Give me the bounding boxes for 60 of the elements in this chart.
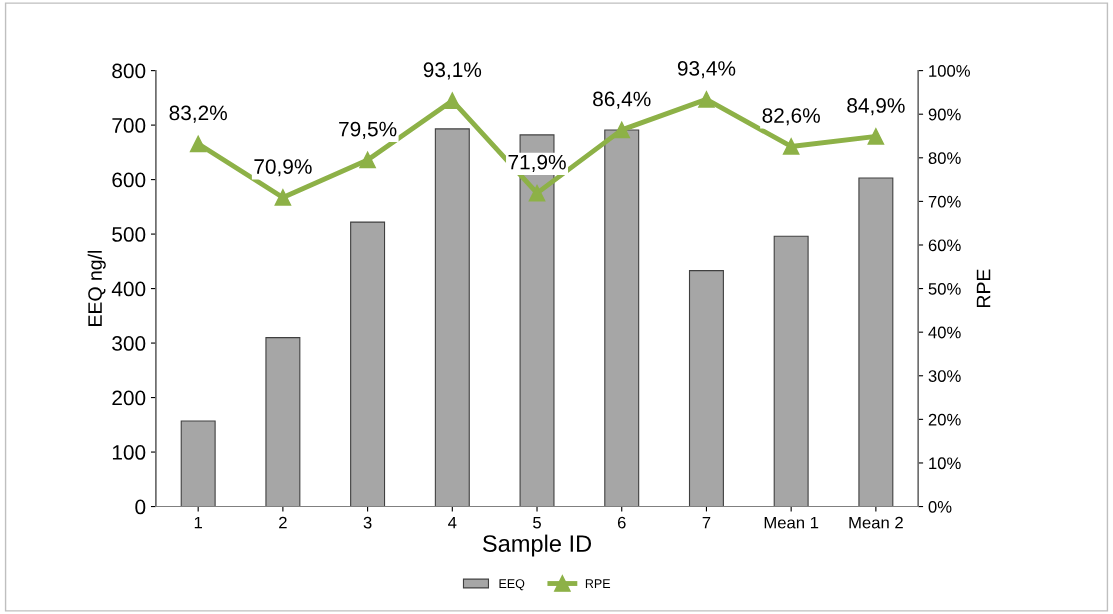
y2-tick-label: 40% [928,326,961,339]
legend-label: EEQ [499,579,525,591]
point [359,151,376,169]
bar [858,177,894,507]
x-tick-label: 1 [194,516,202,529]
point [698,91,715,108]
x-tick-label: 7 [702,516,711,529]
y2-tick-label: 60% [928,239,961,252]
y2-tick-label: 0% [928,500,952,513]
x-tick-label: 4 [448,516,457,529]
x-tick-label: 5 [533,516,541,529]
bar [773,235,809,507]
y2-axis-title: RPE [976,269,991,307]
data-label: 79,5% [339,121,397,139]
x-tick-label: 2 [279,516,287,529]
data-label: 70,9% [254,159,312,177]
y-tick-label: 700 [112,118,146,133]
y-tick-label: 200 [112,390,146,406]
legend-label: RPE [585,579,611,588]
x-tick-label: 6 [617,516,626,529]
data-label: 93,4% [677,61,736,79]
point [782,138,800,155]
y-axis-title: EEQ ng/l [87,250,106,326]
bar [604,129,640,507]
y2-tick-label: 90% [928,108,961,121]
y2-tick-label: 50% [928,282,961,295]
x-tick-label: Mean 1 [764,516,819,529]
data-label: 82,6% [762,108,820,126]
y2-tick-label: 70% [928,195,961,208]
data-label: 84,9% [847,98,905,116]
bar [434,128,470,507]
bar [180,420,216,507]
y-tick-label: 600 [112,172,146,188]
data-label: 86,4% [593,91,651,109]
y2-tick-label: 80% [928,152,961,164]
y2-tick-label: 20% [928,413,961,426]
y-tick-label: 800 [112,63,146,79]
data-label: 93,1% [423,62,482,80]
point [443,92,461,110]
y-tick-label: 100 [112,445,146,460]
data-label: 83,2% [169,105,227,123]
point [528,184,546,202]
data-label: 71,9% [508,154,566,173]
y2-tick-label: 30% [928,370,961,382]
x-tick-label: Mean 2 [849,516,903,529]
y-tick-label: 500 [112,227,146,242]
x-tick-label: 3 [363,516,372,529]
point [867,128,885,145]
y2-tick-label: 100% [929,65,970,77]
point [274,189,292,206]
y-tick-label: 400 [111,281,146,297]
bar [350,221,386,507]
y-tick-label: 0 [135,499,146,515]
bar [688,270,724,507]
point [189,135,207,153]
x-axis-title: Sample ID [482,534,592,557]
bar [265,337,301,507]
y2-tick-label: 10% [929,457,961,470]
point [613,121,631,139]
y-tick-label: 300 [112,336,146,351]
